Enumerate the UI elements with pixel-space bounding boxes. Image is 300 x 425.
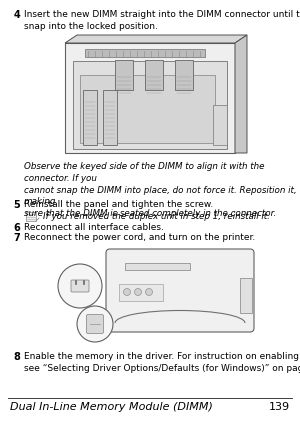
FancyBboxPatch shape xyxy=(26,212,36,221)
Text: 8: 8 xyxy=(13,352,20,362)
Polygon shape xyxy=(65,35,247,43)
FancyBboxPatch shape xyxy=(103,90,117,145)
Text: Reconnect the power cord, and turn on the printer.: Reconnect the power cord, and turn on th… xyxy=(24,233,255,242)
FancyBboxPatch shape xyxy=(65,43,235,153)
FancyBboxPatch shape xyxy=(115,60,133,90)
FancyBboxPatch shape xyxy=(71,280,89,292)
Text: Dual In-Line Memory Module (DIMM): Dual In-Line Memory Module (DIMM) xyxy=(10,402,213,412)
FancyBboxPatch shape xyxy=(85,49,205,57)
FancyBboxPatch shape xyxy=(213,105,227,145)
Circle shape xyxy=(77,306,113,342)
Polygon shape xyxy=(235,35,247,153)
FancyBboxPatch shape xyxy=(106,249,254,332)
FancyBboxPatch shape xyxy=(119,284,163,301)
FancyBboxPatch shape xyxy=(86,314,103,334)
Text: Enable the memory in the driver. For instruction on enabling the memory,
see “Se: Enable the memory in the driver. For ins… xyxy=(24,352,300,373)
Text: 139: 139 xyxy=(269,402,290,412)
FancyBboxPatch shape xyxy=(125,263,190,270)
Text: Observe the keyed side of the DIMM to align it with the connector. If you
cannot: Observe the keyed side of the DIMM to al… xyxy=(24,162,297,218)
FancyBboxPatch shape xyxy=(83,90,97,145)
FancyBboxPatch shape xyxy=(240,278,252,313)
Text: 5: 5 xyxy=(13,200,20,210)
Circle shape xyxy=(134,289,142,295)
FancyBboxPatch shape xyxy=(145,60,163,90)
Text: Reconnect all interface cables.: Reconnect all interface cables. xyxy=(24,223,164,232)
Circle shape xyxy=(58,264,102,308)
FancyBboxPatch shape xyxy=(80,75,215,143)
Circle shape xyxy=(146,289,152,295)
Text: 7: 7 xyxy=(13,233,20,243)
Text: Insert the new DIMM straight into the DIMM connector until the latches
snap into: Insert the new DIMM straight into the DI… xyxy=(24,10,300,31)
FancyBboxPatch shape xyxy=(175,60,193,90)
Circle shape xyxy=(124,289,130,295)
Text: 6: 6 xyxy=(13,223,20,233)
FancyBboxPatch shape xyxy=(73,61,227,149)
Text: 4: 4 xyxy=(13,10,20,20)
Text: Reinstall the panel and tighten the screw.: Reinstall the panel and tighten the scre… xyxy=(24,200,213,209)
Text: If you removed the duplex unit in step 1, reinstall it.: If you removed the duplex unit in step 1… xyxy=(43,212,270,221)
